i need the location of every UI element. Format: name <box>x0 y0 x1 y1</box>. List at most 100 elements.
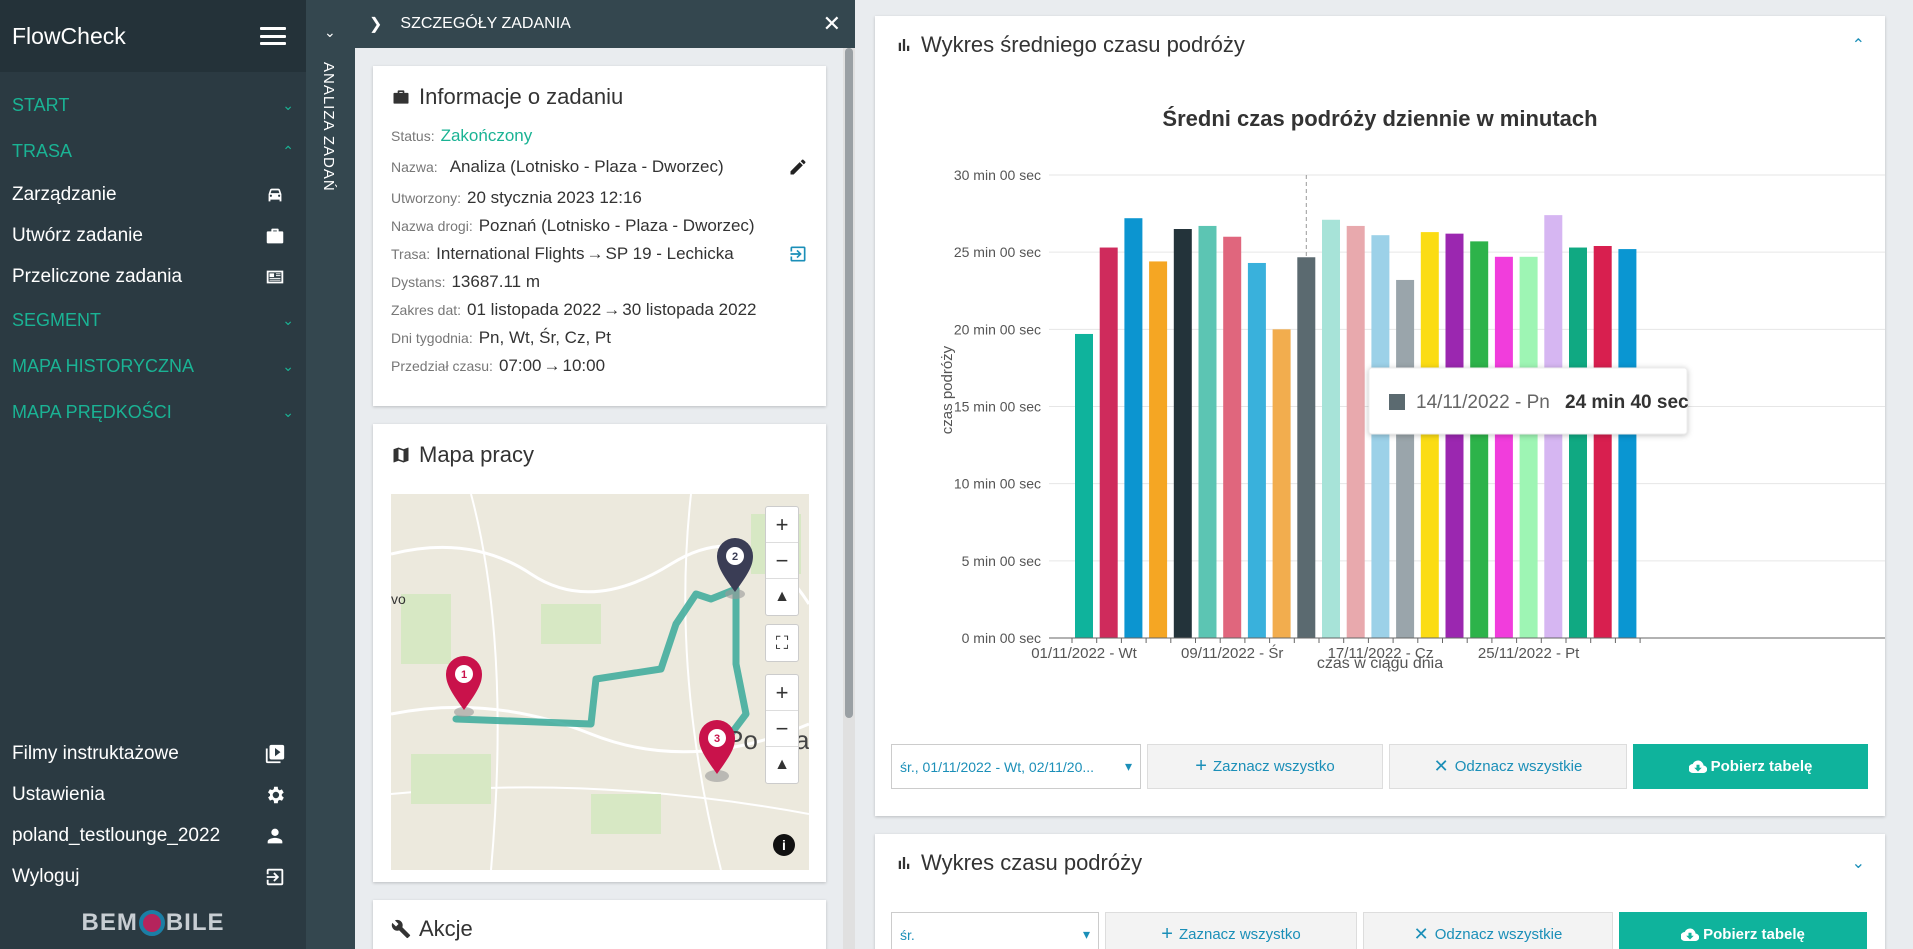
dates-row: Zakres dat: 01 listopada 2022 → 30 listo… <box>373 296 826 324</box>
hamburger-menu-icon[interactable] <box>260 27 286 45</box>
caret-down-icon: ▾ <box>1082 926 1090 942</box>
chart-bar[interactable] <box>1223 236 1242 638</box>
map-fullscreen-control: ⛶ <box>765 624 799 662</box>
chart-bar[interactable] <box>1272 329 1291 638</box>
chart-bar[interactable] <box>1346 225 1365 638</box>
arrow-right-icon: → <box>586 244 604 263</box>
chart-bar[interactable] <box>1173 229 1192 638</box>
logo-o-icon <box>138 910 165 936</box>
sidebar-section-segment[interactable]: SEGMENT ⌄ <box>0 297 306 343</box>
compass-icon[interactable]: ▲ <box>774 756 790 773</box>
marker-1-icon[interactable]: 1 <box>446 656 482 717</box>
chart-bar[interactable] <box>1396 279 1415 638</box>
y-axis-label: czas podróży <box>939 345 956 434</box>
chart-bar[interactable] <box>1569 247 1587 638</box>
deselect-all-label: Odznacz wszystkie <box>1434 926 1563 943</box>
tooltip-value: 24 min 40 sec <box>1565 392 1689 413</box>
chart-bar[interactable] <box>1322 219 1340 639</box>
close-icon[interactable]: ✕ <box>822 11 841 36</box>
zoom-out-icon[interactable]: − <box>766 543 798 579</box>
download-table-button[interactable]: Pobierz tabelę <box>1619 912 1867 949</box>
sidebar-item-label: Przeliczone zadania <box>12 265 183 287</box>
sidebar-item-wyloguj[interactable]: Wyloguj <box>0 856 306 897</box>
sidebar-section-mapa-predkosci[interactable]: MAPA PRĘDKOŚCI ⌄ <box>0 389 306 435</box>
task-analysis-strip[interactable]: ⌄ ANALIZA ZADAŃ <box>306 0 355 949</box>
status-label: Status: <box>391 128 435 144</box>
series-select-value: śr., 01/11/2022 - Wt, 02/11/20... <box>900 758 1095 775</box>
task-details-header: ❯ SZCZEGÓŁY ZADANIA ✕ <box>355 0 855 48</box>
chart-bar[interactable] <box>1494 256 1513 638</box>
select-all-button[interactable]: + Zaznacz wszystko <box>1105 912 1357 949</box>
chart-bar[interactable] <box>1124 218 1143 639</box>
sidebar-item-przeliczone-zadania[interactable]: Przeliczone zadania <box>0 256 306 297</box>
chart-bar[interactable] <box>1618 249 1637 638</box>
sidebar-item-label: Wyloguj <box>12 865 80 887</box>
chart-bar[interactable] <box>1420 232 1439 638</box>
sidebar-section-mapa-historyczna[interactable]: MAPA HISTORYCZNA ⌄ <box>0 343 306 389</box>
chevron-down-icon: ⌄ <box>282 357 294 374</box>
briefcase-icon <box>393 90 409 104</box>
distance-row: Dystans: 13687.11 m <box>373 268 826 296</box>
fullscreen-icon[interactable]: ⛶ <box>775 632 789 653</box>
sidebar-section-start[interactable]: START ⌄ <box>0 82 306 128</box>
sidebar-section-label: TRASA <box>12 140 73 161</box>
zoom-in-icon[interactable]: + <box>766 507 798 543</box>
sidebar-item-ustawienia[interactable]: Ustawienia <box>0 774 306 815</box>
chart-bar[interactable] <box>1470 241 1489 638</box>
chart-bar[interactable] <box>1371 235 1390 638</box>
chevron-down-icon: ⌄ <box>282 403 294 420</box>
chart-bar[interactable] <box>1247 262 1266 638</box>
chart-bar[interactable] <box>1445 233 1464 638</box>
marker-3-icon[interactable]: 3 <box>699 720 735 782</box>
chart-bar[interactable] <box>1149 261 1168 638</box>
days-value: Pn, Wt, Śr, Cz, Pt <box>478 328 611 347</box>
sidebar-item-zarzadzanie[interactable]: Zarządzanie <box>0 174 306 215</box>
scrollbar-thumb[interactable] <box>845 48 853 718</box>
route-open-icon[interactable] <box>788 244 808 264</box>
created-label: Utworzony: <box>391 190 462 206</box>
logout-icon <box>266 868 284 885</box>
video-icon <box>265 744 285 763</box>
card-header: Mapa pracy <box>373 424 826 480</box>
series-select[interactable]: śr., 01/11/2022 - Wt, 02/11/20... ▾ <box>891 744 1141 789</box>
chevron-right-icon[interactable]: ❯ <box>369 16 383 33</box>
info-icon[interactable]: i <box>773 834 795 856</box>
deselect-all-button[interactable]: ✕ Odznacz wszystkie <box>1389 744 1627 789</box>
sidebar-item-user[interactable]: poland_testlounge_2022 <box>0 815 306 856</box>
sidebar-section-trasa[interactable]: TRASA ⌃ <box>0 128 306 174</box>
time-to: 10:00 <box>562 356 606 375</box>
time-from: 07:00 <box>498 356 542 375</box>
x-icon: ✕ <box>1413 924 1429 944</box>
y-tick-label: 5 min 00 sec <box>962 553 1041 569</box>
chevron-down-icon[interactable]: ⌄ <box>324 24 336 40</box>
zoom-in-icon[interactable]: + <box>766 675 798 711</box>
chart-bar[interactable] <box>1198 225 1217 638</box>
days-row: Dni tygodnia: Pn, Wt, Śr, Cz, Pt <box>373 324 826 352</box>
compass-icon[interactable]: ▲ <box>774 588 790 605</box>
scrollbar[interactable] <box>843 48 855 949</box>
chart-bar[interactable] <box>1519 256 1538 638</box>
chevron-up-icon[interactable]: ⌃ <box>1851 37 1865 54</box>
select-all-button[interactable]: + Zaznacz wszystko <box>1147 744 1383 789</box>
work-map[interactable]: vo Po a 1 2 <box>391 494 809 870</box>
created-row: Utworzony: 20 stycznia 2023 12:16 <box>373 184 826 212</box>
sidebar-section-label: MAPA HISTORYCZNA <box>12 355 195 376</box>
pencil-icon[interactable] <box>788 157 808 177</box>
deselect-all-button[interactable]: ✕ Odznacz wszystkie <box>1363 912 1613 949</box>
chevron-down-icon[interactable]: ⌄ <box>1851 855 1865 872</box>
time-row: Przedział czasu: 07:00 → 10:00 <box>373 352 826 380</box>
avg-travel-time-chart: Średni czas podróży dziennie w minutach … <box>939 106 1885 672</box>
chart-bar[interactable] <box>1099 247 1118 638</box>
chart-bar[interactable] <box>1593 245 1612 638</box>
sidebar-item-filmy[interactable]: Filmy instruktażowe <box>0 733 306 774</box>
sidebar-item-utworz-zadanie[interactable]: Utwórz zadanie <box>0 215 306 256</box>
zoom-out-icon[interactable]: − <box>766 711 798 747</box>
chart-bar[interactable] <box>1075 333 1093 638</box>
chart-bar[interactable] <box>1297 257 1316 638</box>
series-select[interactable]: śr. ▾ <box>891 912 1099 949</box>
download-table-button[interactable]: Pobierz tabelę <box>1633 744 1868 789</box>
chart-title: Średni czas podróży dziennie w minutach <box>1162 106 1597 131</box>
svg-text:1: 1 <box>461 669 467 681</box>
marker-2-icon[interactable]: 2 <box>717 538 753 599</box>
y-tick-label: 0 min 00 sec <box>962 630 1041 646</box>
